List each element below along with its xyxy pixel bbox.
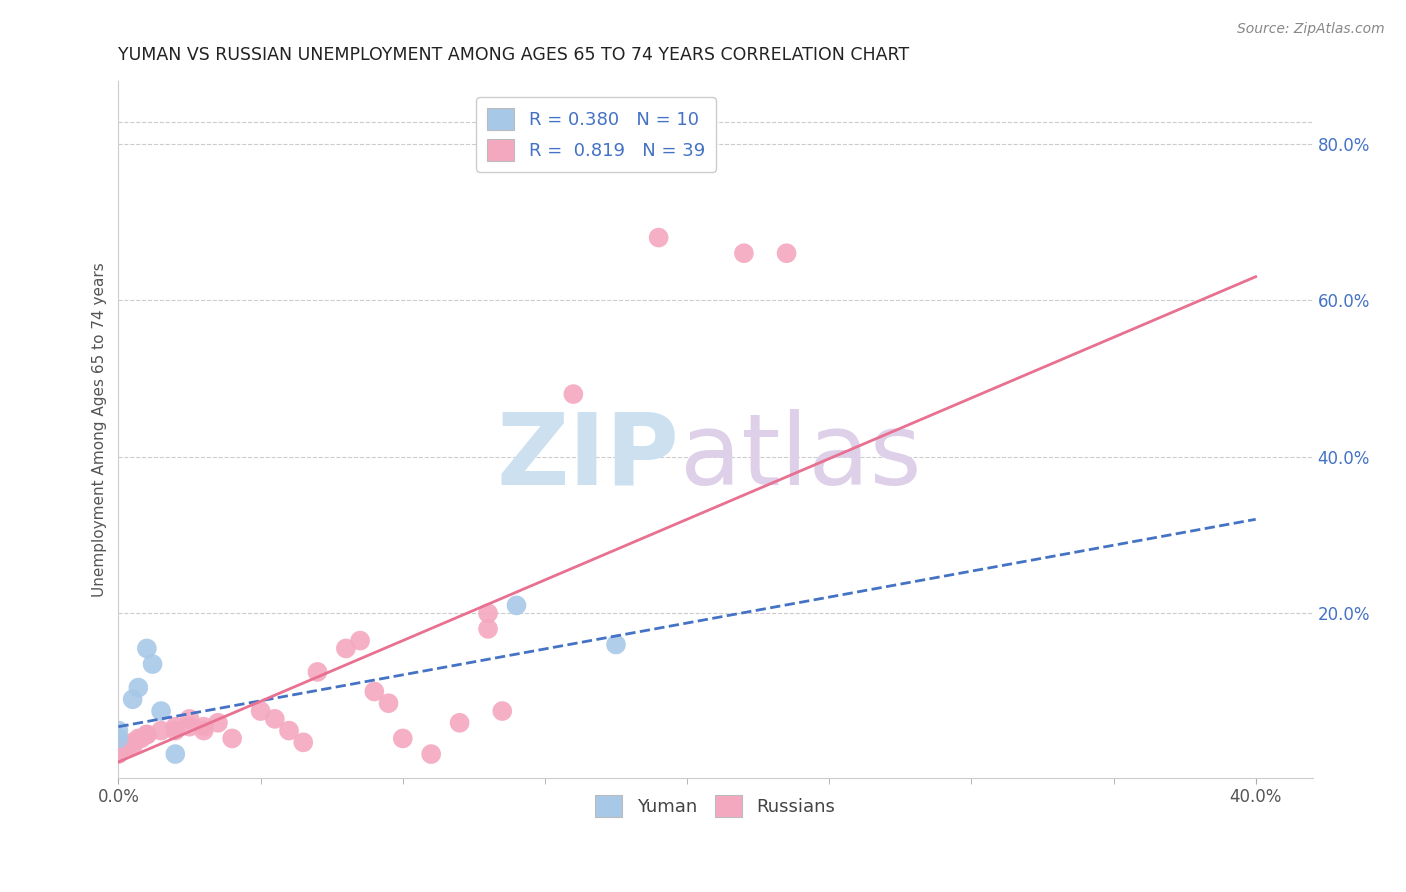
Point [135,727,157,741]
Point [107,723,129,738]
Point [142,657,165,671]
Point [391,731,413,746]
Point [165,747,187,761]
Point [221,731,243,746]
Point [179,712,201,726]
Point [477,606,499,620]
Point [165,720,187,734]
Text: atlas: atlas [679,409,921,506]
Point [505,599,527,613]
Point [150,704,173,718]
Point [112,739,135,754]
Point [107,747,129,761]
Point [121,739,143,754]
Point [129,731,152,746]
Point [605,638,627,652]
Point [127,731,149,746]
Point [278,723,301,738]
Point [121,692,143,706]
Point [263,712,285,726]
Point [193,720,215,734]
Y-axis label: Unemployment Among Ages 65 to 74 years: Unemployment Among Ages 65 to 74 years [93,262,107,597]
Point [179,720,201,734]
Point [363,684,385,698]
Point [491,704,513,718]
Point [107,739,129,754]
Point [115,739,138,754]
Point [107,743,129,757]
Point [107,731,129,746]
Point [207,715,229,730]
Point [135,727,157,741]
Text: YUMAN VS RUSSIAN UNEMPLOYMENT AMONG AGES 65 TO 74 YEARS CORRELATION CHART: YUMAN VS RUSSIAN UNEMPLOYMENT AMONG AGES… [118,46,910,64]
Point [733,246,755,260]
Point [135,641,157,656]
Point [193,723,215,738]
Point [335,641,357,656]
Point [449,715,471,730]
Point [647,230,669,244]
Legend: Yuman, Russians: Yuman, Russians [588,788,842,824]
Point [377,696,399,710]
Text: ZIP: ZIP [496,409,679,506]
Point [165,723,187,738]
Point [292,735,315,749]
Point [420,747,443,761]
Point [249,704,271,718]
Point [775,246,797,260]
Point [307,665,329,679]
Point [349,633,371,648]
Point [562,387,585,401]
Point [477,622,499,636]
Point [150,723,173,738]
Point [127,681,149,695]
Text: Source: ZipAtlas.com: Source: ZipAtlas.com [1237,22,1385,37]
Point [121,735,143,749]
